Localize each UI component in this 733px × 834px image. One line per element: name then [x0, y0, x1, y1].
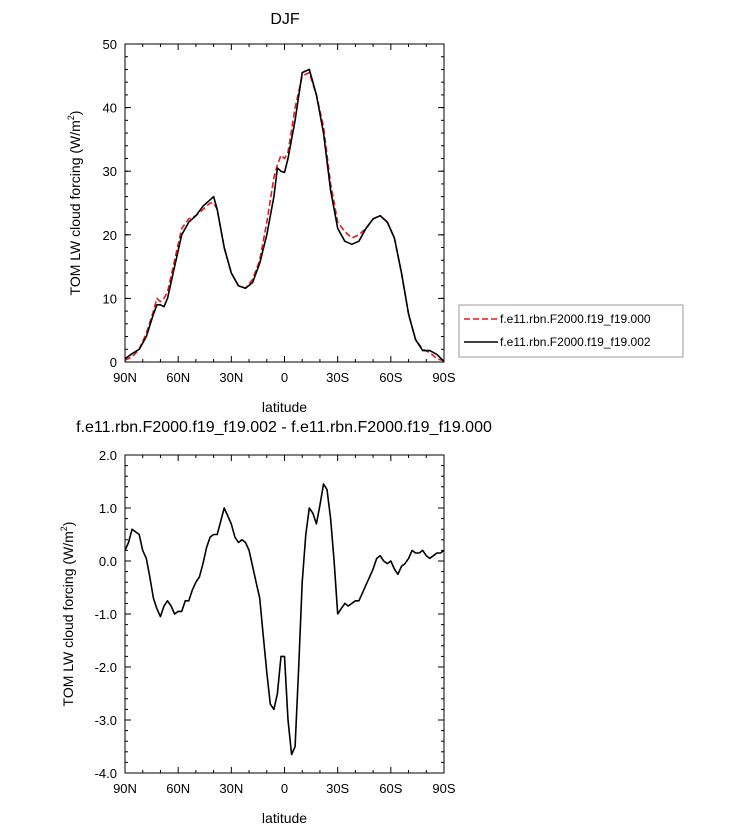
x-tick-label: 60N: [166, 781, 190, 796]
y-tick-label: 2.0: [99, 448, 117, 463]
x-tick-label: 0: [281, 370, 288, 385]
y-axis-label: TOM LW cloud forcing (W/m2): [66, 111, 83, 296]
x-tick-label: 30S: [326, 370, 349, 385]
x-tick-label: 30S: [326, 781, 349, 796]
legend-label-series-0: f.e11.rbn.F2000.f19_f19.000: [500, 312, 651, 326]
x-tick-label: 90S: [432, 781, 455, 796]
y-tick-label: -2.0: [95, 660, 117, 675]
legend: f.e11.rbn.F2000.f19_f19.000 f.e11.rbn.F2…: [458, 304, 684, 358]
difference-line-chart: f.e11.rbn.F2000.f19_f19.002 - f.e11.rbn.…: [59, 419, 492, 826]
y-axis-label-superscript: 2: [66, 115, 76, 120]
y-tick-label: -1.0: [95, 607, 117, 622]
y-tick-label: 30: [103, 164, 117, 179]
chart-title: f.e11.rbn.F2000.f19_f19.002 - f.e11.rbn.…: [76, 419, 492, 436]
y-tick-label: 20: [103, 228, 117, 243]
y-tick-label: 0: [110, 355, 117, 370]
legend-label-series-1: f.e11.rbn.F2000.f19_f19.002: [500, 335, 651, 349]
x-axis-label: latitude: [262, 399, 307, 415]
y-axis-label-tail: ): [67, 111, 83, 116]
chart-title: DJF: [270, 11, 300, 28]
y-tick-label: 1.0: [99, 501, 117, 516]
legend-box: [458, 304, 684, 358]
x-axis-label: latitude: [262, 810, 307, 826]
y-tick-label: 0.0: [99, 554, 117, 569]
y-axis-label-main: TOM LW cloud forcing (W/m: [67, 120, 83, 295]
y-axis-label-main: TOM LW cloud forcing (W/m: [60, 531, 76, 706]
y-tick-label: -4.0: [95, 766, 117, 781]
x-tick-label: 0: [281, 781, 288, 796]
series-line-0: [124, 71, 445, 362]
x-tick-label: 60N: [166, 370, 190, 385]
x-tick-label: 90N: [113, 370, 137, 385]
series-line-0: [124, 483, 445, 756]
y-axis-label-tail: ): [60, 522, 76, 527]
y-tick-label: -3.0: [95, 713, 117, 728]
x-tick-label: 90S: [432, 370, 455, 385]
y-tick-label: 50: [103, 37, 117, 52]
y-tick-label: 40: [103, 101, 117, 116]
plot-frame: [124, 454, 445, 774]
x-tick-label: 30N: [219, 781, 243, 796]
y-axis-label-superscript: 2: [59, 526, 69, 531]
x-tick-label: 60S: [379, 370, 402, 385]
series-line-1: [124, 68, 445, 362]
x-tick-label: 90N: [113, 781, 137, 796]
x-tick-label: 60S: [379, 781, 402, 796]
x-tick-label: 30N: [219, 370, 243, 385]
y-tick-label: 10: [103, 291, 117, 306]
y-axis-label: TOM LW cloud forcing (W/m2): [59, 522, 76, 707]
plot-frame: [124, 43, 445, 363]
djf-line-chart: DJF 90N 60N 30N 0 30S 60S 90S 0 10 20 30 40 50 lati…: [66, 11, 684, 415]
